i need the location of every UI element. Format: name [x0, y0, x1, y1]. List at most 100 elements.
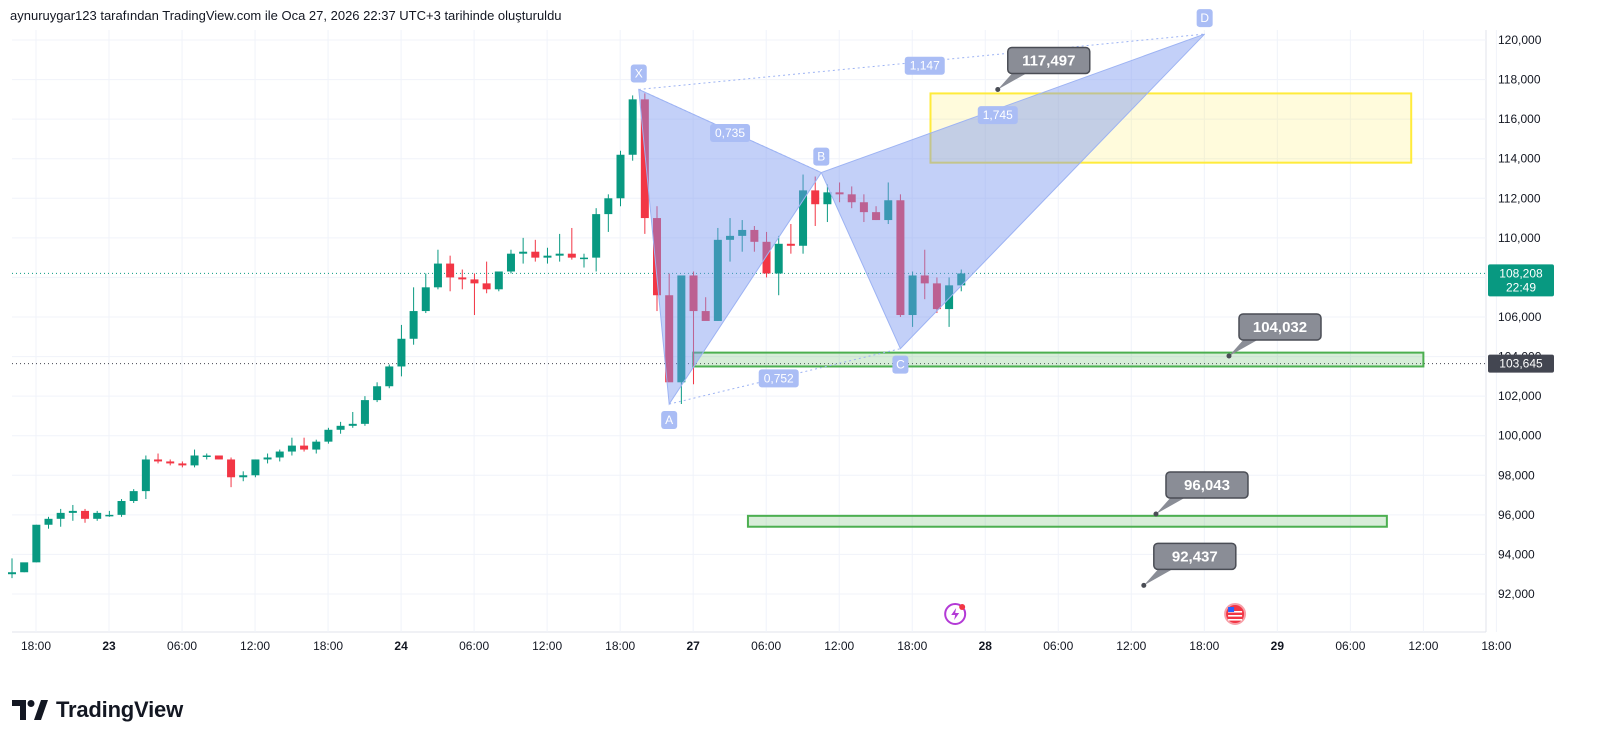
- lightning-icon: [951, 608, 960, 620]
- candle: [336, 421, 345, 434]
- callout-anchor: [1226, 353, 1232, 359]
- candle: [726, 218, 735, 262]
- candle-body: [872, 212, 881, 221]
- pattern-point-badge: [892, 355, 909, 374]
- pattern-point-badge: [813, 147, 830, 166]
- candle: [811, 176, 820, 226]
- current-price-tag[interactable]: 103,645: [1488, 354, 1554, 373]
- tradingview-logo[interactable]: TradingView: [12, 697, 183, 723]
- candle: [786, 224, 795, 254]
- pattern-ratio-badge: [977, 106, 1018, 125]
- candle-body: [519, 251, 528, 254]
- price-tick-label: 118,000: [1498, 73, 1541, 87]
- callout-anchor: [1141, 582, 1147, 588]
- candle-body: [348, 423, 357, 426]
- time-tick-label: 12:00: [1116, 639, 1146, 653]
- price-tick-label: 102,000: [1498, 389, 1542, 403]
- pattern-point-d[interactable]: D: [1196, 9, 1213, 28]
- candle-body: [896, 200, 905, 316]
- candle-body: [360, 400, 369, 424]
- green-zone-upper[interactable]: [692, 351, 1425, 368]
- price-tick-label: 120,000: [1498, 33, 1542, 47]
- candle: [129, 489, 138, 503]
- candle-body: [908, 275, 917, 316]
- flag-stripe: [1228, 611, 1243, 613]
- candle: [555, 233, 564, 262]
- candle: [872, 206, 881, 221]
- candle: [531, 239, 540, 262]
- pattern-point-x[interactable]: X: [630, 64, 647, 83]
- candle: [20, 562, 29, 573]
- candle-body: [68, 510, 77, 513]
- candle: [300, 437, 309, 452]
- price-callout[interactable]: 92,437: [1141, 542, 1237, 588]
- yellow-zone[interactable]: [929, 92, 1413, 164]
- candle-body: [141, 459, 150, 492]
- candle-body: [166, 461, 175, 464]
- candle: [774, 235, 783, 296]
- time-tick-label: 18:00: [1481, 639, 1511, 653]
- candle: [957, 269, 966, 292]
- candle: [190, 449, 199, 468]
- candle: [385, 364, 394, 389]
- price-tick-label: 114,000: [1498, 152, 1541, 166]
- candle-body: [385, 366, 394, 387]
- price-callout[interactable]: 104,032: [1226, 313, 1322, 359]
- candle-body: [20, 562, 29, 573]
- candle: [275, 449, 284, 462]
- candle-body: [129, 491, 138, 502]
- pattern-point-b[interactable]: B: [813, 147, 830, 166]
- pattern-point-c[interactable]: C: [892, 355, 909, 374]
- candle-body: [555, 253, 564, 256]
- time-tick-label: 18:00: [21, 639, 51, 653]
- candle: [433, 249, 442, 290]
- candle-body: [835, 192, 844, 195]
- price-callout[interactable]: 96,043: [1153, 471, 1249, 517]
- callout-pointer: [1229, 337, 1261, 356]
- candle-body: [592, 214, 601, 258]
- price-tag-bg: [1488, 264, 1554, 297]
- candle-body: [786, 243, 795, 246]
- time-tick-label: 29: [1271, 639, 1285, 653]
- candle-body: [665, 295, 674, 383]
- price-tick-label: 116,000: [1498, 112, 1541, 126]
- harmonic-pattern: X A B C D 0,735 0,752 1,147 1,745: [630, 9, 1213, 430]
- callout-box: [1007, 46, 1091, 75]
- time-tick-label: 24: [394, 639, 408, 653]
- price-tick-label: 110,000: [1498, 231, 1541, 245]
- pattern-ratio-label: 1,745: [983, 108, 1013, 122]
- pattern-point-badge: [630, 64, 647, 83]
- chart-header: aynuruygar123 tarafından TradingView.com…: [10, 8, 562, 23]
- candle: [214, 455, 223, 460]
- candle-body: [859, 202, 868, 213]
- pattern-point-label: A: [665, 413, 673, 427]
- lightning-event-icon[interactable]: [944, 603, 967, 625]
- candle-body: [239, 475, 248, 478]
- tradingview-wordmark: TradingView: [56, 697, 183, 722]
- pattern-point-badge: [661, 411, 678, 430]
- candle: [884, 182, 893, 225]
- candle-body: [957, 273, 966, 286]
- candle-body: [640, 99, 649, 219]
- pattern-point-a[interactable]: A: [661, 411, 678, 430]
- candle: [859, 194, 868, 223]
- green-zone-lower[interactable]: [746, 514, 1388, 528]
- price-callouts: 117,497 104,032 96,043 92,437: [995, 46, 1322, 588]
- us-flag-event-icon[interactable]: [1224, 603, 1247, 625]
- candle-body: [506, 253, 515, 272]
- candle: [762, 231, 771, 278]
- candle-body: [932, 283, 941, 310]
- callout-box: [1165, 471, 1249, 499]
- callout-anchor: [1153, 511, 1159, 517]
- price-callout[interactable]: 117,497: [995, 46, 1091, 92]
- price-tick-label: 112,000: [1498, 191, 1541, 205]
- candle: [920, 249, 929, 300]
- candle: [628, 95, 637, 161]
- pattern-triangle-bcd[interactable]: [820, 33, 1206, 350]
- pattern-point-label: C: [896, 358, 905, 372]
- pattern-point-label: D: [1200, 11, 1209, 25]
- candle-body: [227, 459, 236, 478]
- time-tick-label: 27: [687, 639, 701, 653]
